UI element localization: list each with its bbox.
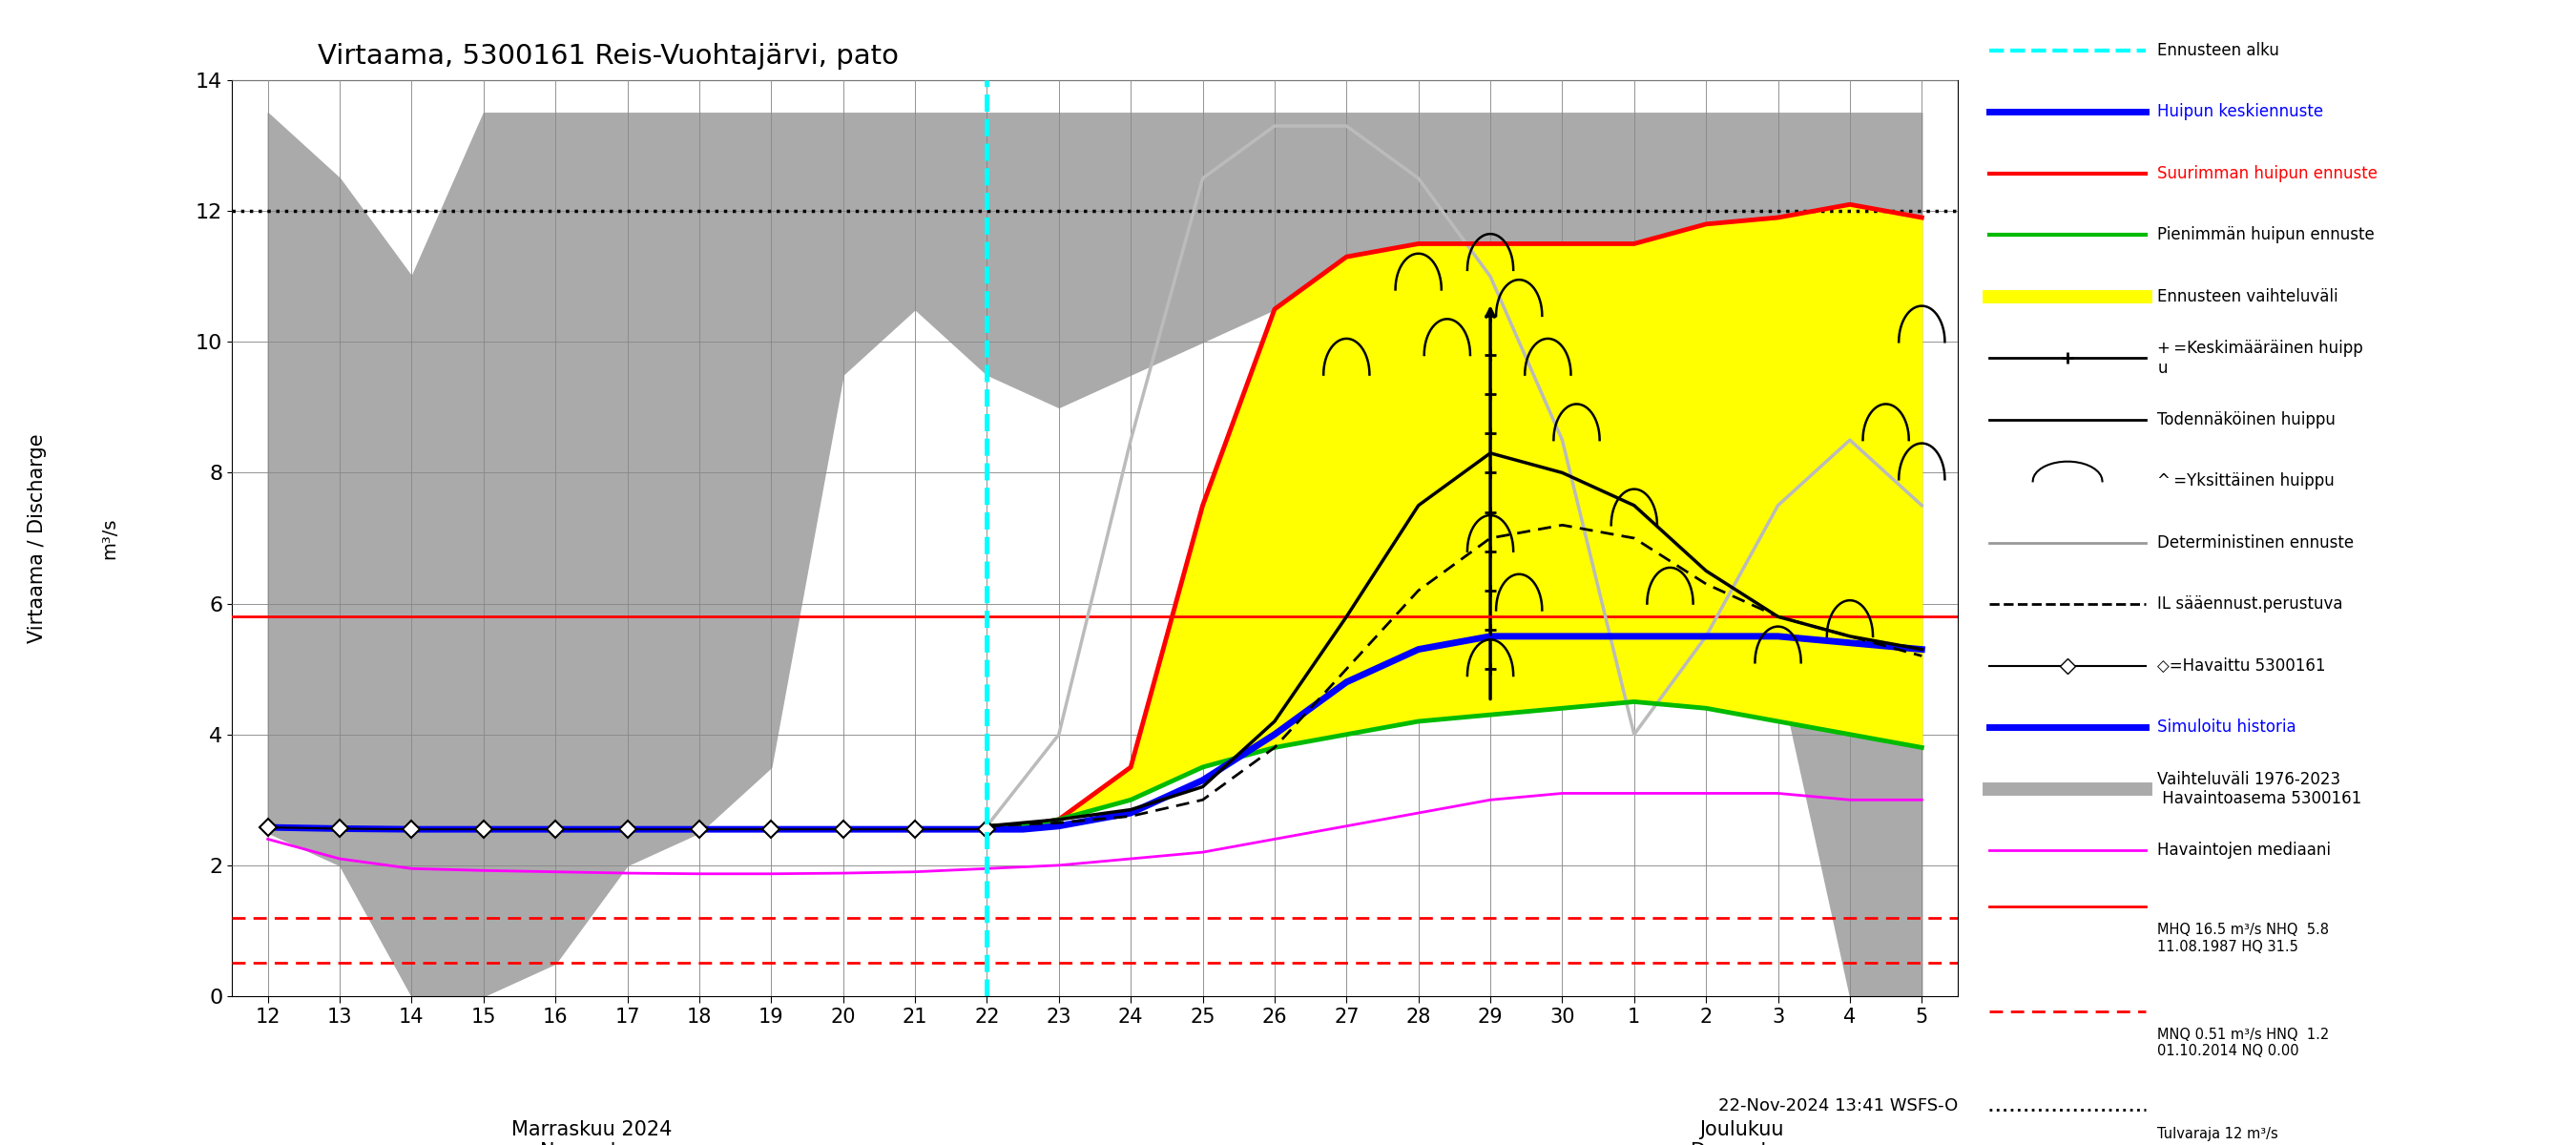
Text: ^ =Yksittäinen huippu: ^ =Yksittäinen huippu (2156, 473, 2334, 490)
Text: Huipun keskiennuste: Huipun keskiennuste (2156, 103, 2324, 120)
Text: Ennusteen alku: Ennusteen alku (2156, 41, 2280, 58)
Text: Havaintojen mediaani: Havaintojen mediaani (2156, 842, 2331, 859)
Text: + =Keskimääräinen huipp
u: + =Keskimääräinen huipp u (2156, 340, 2362, 377)
Text: MHQ 16.5 m³/s NHQ  5.8
11.08.1987 HQ 31.5: MHQ 16.5 m³/s NHQ 5.8 11.08.1987 HQ 31.5 (2156, 923, 2329, 954)
Text: MNQ 0.51 m³/s HNQ  1.2
01.10.2014 NQ 0.00: MNQ 0.51 m³/s HNQ 1.2 01.10.2014 NQ 0.00 (2156, 1027, 2329, 1058)
Text: Tulvaraja 12 m³/s: Tulvaraja 12 m³/s (2156, 1127, 2277, 1140)
Text: Virtaama, 5300161 Reis-Vuohtajärvi, pato: Virtaama, 5300161 Reis-Vuohtajärvi, pato (317, 44, 899, 70)
Text: Todennäköinen huippu: Todennäköinen huippu (2156, 411, 2336, 428)
Text: Marraskuu 2024
November: Marraskuu 2024 November (510, 1121, 672, 1145)
Text: Virtaama / Discharge: Virtaama / Discharge (28, 433, 46, 643)
Text: Deterministinen ennuste: Deterministinen ennuste (2156, 535, 2354, 552)
Text: IL sääennust.perustuva: IL sääennust.perustuva (2156, 595, 2344, 613)
Text: ◇=Havaittu 5300161: ◇=Havaittu 5300161 (2156, 657, 2326, 674)
Text: Pienimmän huipun ennuste: Pienimmän huipun ennuste (2156, 227, 2375, 244)
Text: m³/s: m³/s (100, 518, 118, 559)
Text: Suurimman huipun ennuste: Suurimman huipun ennuste (2156, 165, 2378, 182)
Text: 22-Nov-2024 13:41 WSFS-O: 22-Nov-2024 13:41 WSFS-O (1718, 1097, 1958, 1114)
Text: Joulukuu
December: Joulukuu December (1690, 1121, 1793, 1145)
Text: Ennusteen vaihteluväli: Ennusteen vaihteluväli (2156, 289, 2339, 306)
Text: Simuloitu historia: Simuloitu historia (2156, 719, 2295, 736)
Text: Vaihteluväli 1976-2023
 Havaintoasema 5300161: Vaihteluväli 1976-2023 Havaintoasema 530… (2156, 771, 2362, 807)
